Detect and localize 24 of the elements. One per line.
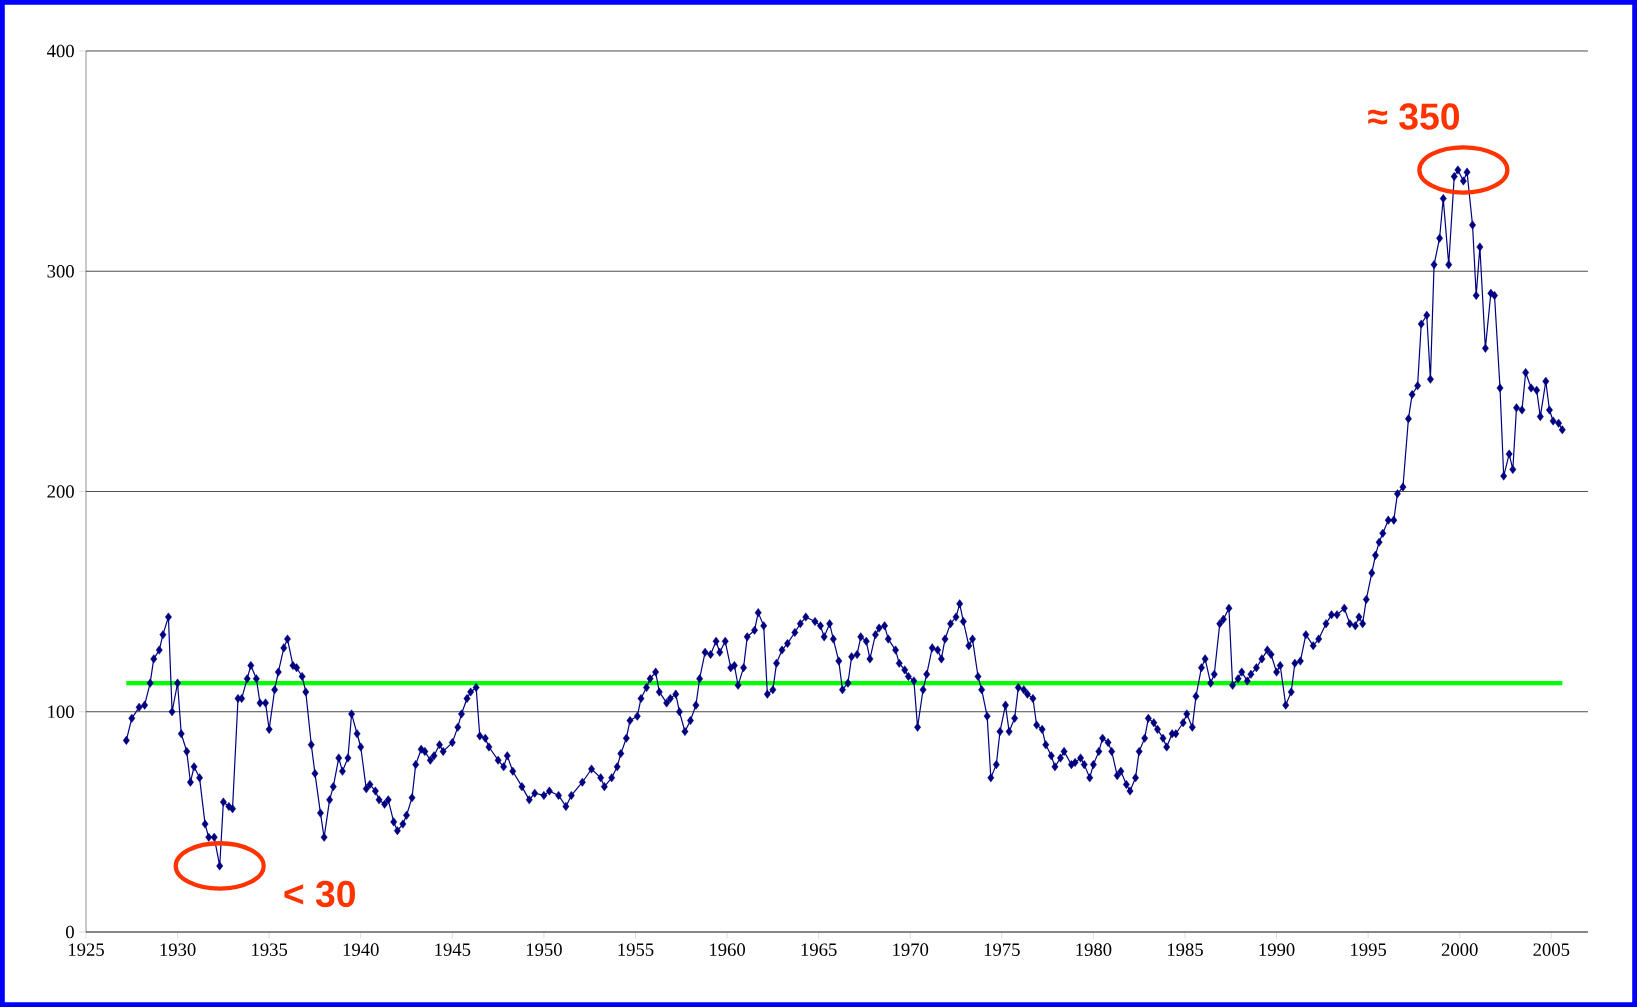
- x-tick-label: 1980: [1076, 943, 1112, 956]
- x-tick-label: 1955: [618, 943, 654, 956]
- x-tick-label: 1945: [435, 943, 471, 956]
- x-tick-label: 1935: [252, 943, 288, 956]
- y-tick-label: 200: [47, 485, 74, 498]
- x-tick-label: 1965: [801, 943, 837, 956]
- x-tick-label: 1925: [68, 943, 104, 956]
- y-tick-label: 400: [46, 44, 74, 58]
- annotation: ≈ 350: [1368, 103, 1460, 130]
- y-tick-label: 100: [48, 705, 74, 719]
- x-tick-label: 1990: [1259, 943, 1295, 956]
- y-tick-label: 300: [47, 264, 74, 278]
- x-tick-label: 1940: [343, 943, 379, 956]
- x-tick-label: 1960: [710, 943, 746, 956]
- x-tick-label: 1970: [893, 943, 929, 956]
- x-tick-label: 1930: [160, 943, 196, 956]
- x-tick-label: 1975: [984, 943, 1020, 956]
- x-tick-label: 1985: [1167, 943, 1203, 956]
- x-tick-label: 2000: [1441, 943, 1478, 956]
- x-tick-label: 1950: [526, 943, 562, 956]
- x-tick-label: 1995: [1351, 943, 1387, 956]
- x-tick-label: 2005: [1533, 943, 1570, 956]
- y-tick-label: 0: [66, 925, 74, 939]
- annotation: < 30: [284, 880, 355, 908]
